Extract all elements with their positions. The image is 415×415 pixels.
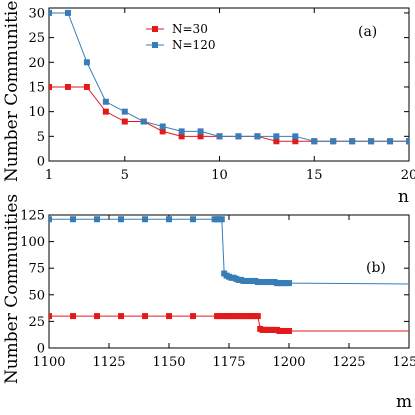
panel-a-ytick-label: 25	[28, 31, 45, 46]
legend-label-n30: N=30	[172, 22, 208, 36]
legend: N=30 N=120	[146, 22, 215, 52]
panel-a-series	[49, 9, 409, 145]
legend-marker-n30	[152, 26, 158, 32]
panel-a-point-n120	[121, 108, 128, 115]
panel-a-point-n120	[102, 98, 109, 105]
panel-a-point-n120	[311, 138, 318, 145]
panel-b-ytick-label: 100	[20, 235, 45, 250]
panel-a-point-n120	[235, 133, 242, 140]
panel-b-series	[49, 216, 409, 334]
panel-b-point-n30	[190, 313, 196, 320]
panel-a-ytick-label: 20	[28, 56, 45, 71]
panel-b-point-n120	[94, 216, 100, 223]
panel-b-xlabel: m	[396, 392, 412, 412]
panel-a-point-n30	[121, 118, 128, 125]
panel-b-plot-area	[49, 216, 409, 334]
panel-b-frame	[48, 214, 410, 349]
panel-a-point-n120	[197, 128, 204, 135]
panel-a-point-n120	[83, 59, 90, 66]
panel-b-point-n30	[94, 313, 100, 320]
panel-b-point-n30	[166, 313, 172, 320]
panel-a-point-n30	[197, 133, 204, 140]
panel-a-frame	[48, 7, 410, 162]
legend-marker-n120	[152, 42, 158, 48]
panel-b-point-n120	[142, 216, 148, 223]
panel-a-point-n120	[368, 138, 375, 145]
panel-a-xtick-label: 20	[401, 168, 415, 183]
panel-a-point-n120	[159, 123, 166, 130]
panel-a-point-n30	[83, 83, 90, 90]
panel-a-point-n30	[102, 108, 109, 115]
panel-a-series-line-n120	[49, 12, 409, 142]
panel-b-xtick-label: 1125	[92, 355, 125, 370]
panel-a-label: (a)	[358, 24, 377, 40]
panel-a-point-n120	[216, 133, 223, 140]
panel-a-point-n30	[49, 83, 52, 90]
panel-a-point-n120	[254, 133, 261, 140]
panel-a-ytick-label: 5	[37, 130, 45, 145]
panel-b-point-n30	[286, 327, 292, 334]
panel-b-point-n120	[218, 216, 225, 223]
panel-a-point-n120	[140, 118, 147, 125]
panel-a-ytick-label: 10	[28, 105, 45, 120]
panel-a-point-n30	[178, 133, 185, 140]
panel-b-xtick-label: 1175	[212, 355, 245, 370]
panel-b-point-n30	[142, 313, 148, 320]
panel-b-xtick-label: 1200	[272, 355, 305, 370]
legend-label-n120: N=120	[172, 38, 215, 52]
panel-b-ytick-label: 125	[20, 209, 45, 224]
panel-b-point-n30	[118, 313, 124, 320]
panel-b-ytick-label: 75	[28, 262, 45, 277]
panel-a-point-n120	[330, 138, 337, 145]
panel-a-point-n120	[349, 138, 356, 145]
panel-b-xtick-label: 1225	[332, 355, 365, 370]
panel-a-point-n120	[273, 133, 280, 140]
panel-a-xlabel: n	[398, 187, 409, 207]
panel-a-point-n120	[64, 9, 71, 16]
panel-a-xtick-label: 1	[45, 168, 53, 183]
panel-b-point-n30	[70, 313, 76, 320]
panel-b-point-n120	[118, 216, 124, 223]
panel-b-point-n120	[166, 216, 172, 223]
panel-b-label: (b)	[366, 260, 386, 276]
panel-b-xtick-label: 1150	[152, 355, 185, 370]
panel-b-ylabel: Number Communities	[2, 194, 22, 384]
panel-a-point-n120	[49, 9, 52, 16]
panel-a-ytick-label: 0	[37, 155, 45, 170]
panel-a-ylabel: Number Communities	[2, 0, 22, 182]
panel-a-point-n30	[159, 128, 166, 135]
panel-a-point-n120	[406, 138, 409, 145]
panel-a-point-n120	[178, 128, 185, 135]
panel-a-xtick-label: 5	[121, 168, 129, 183]
panel-a-xtick-label: 15	[306, 168, 323, 183]
panel-a-point-n30	[273, 138, 280, 145]
panel-a-ytick-label: 15	[28, 80, 45, 95]
panel-b-point-n120	[286, 280, 292, 287]
panel-a-point-n120	[292, 133, 299, 140]
panel-b-point-n120	[49, 216, 52, 223]
panel-b-point-n30	[49, 313, 52, 320]
panel-b-xtick-label: 1100	[32, 355, 65, 370]
panel-b-ytick-label: 25	[28, 315, 45, 330]
panel-a-ytick-label: 30	[28, 6, 45, 21]
panel-a-xtick-label: 10	[211, 168, 228, 183]
panel-b-point-n120	[70, 216, 76, 223]
panel-b-ytick-label: 50	[28, 288, 45, 303]
panel-a-point-n30	[292, 138, 299, 145]
panel-a-plot-area	[49, 9, 409, 145]
panel-a-point-n30	[64, 83, 71, 90]
panel-b-point-n120	[190, 216, 196, 223]
panel-b-point-n30	[254, 313, 261, 320]
panel-a-point-n120	[387, 138, 394, 145]
panel-b-ytick-label: 0	[37, 342, 45, 357]
